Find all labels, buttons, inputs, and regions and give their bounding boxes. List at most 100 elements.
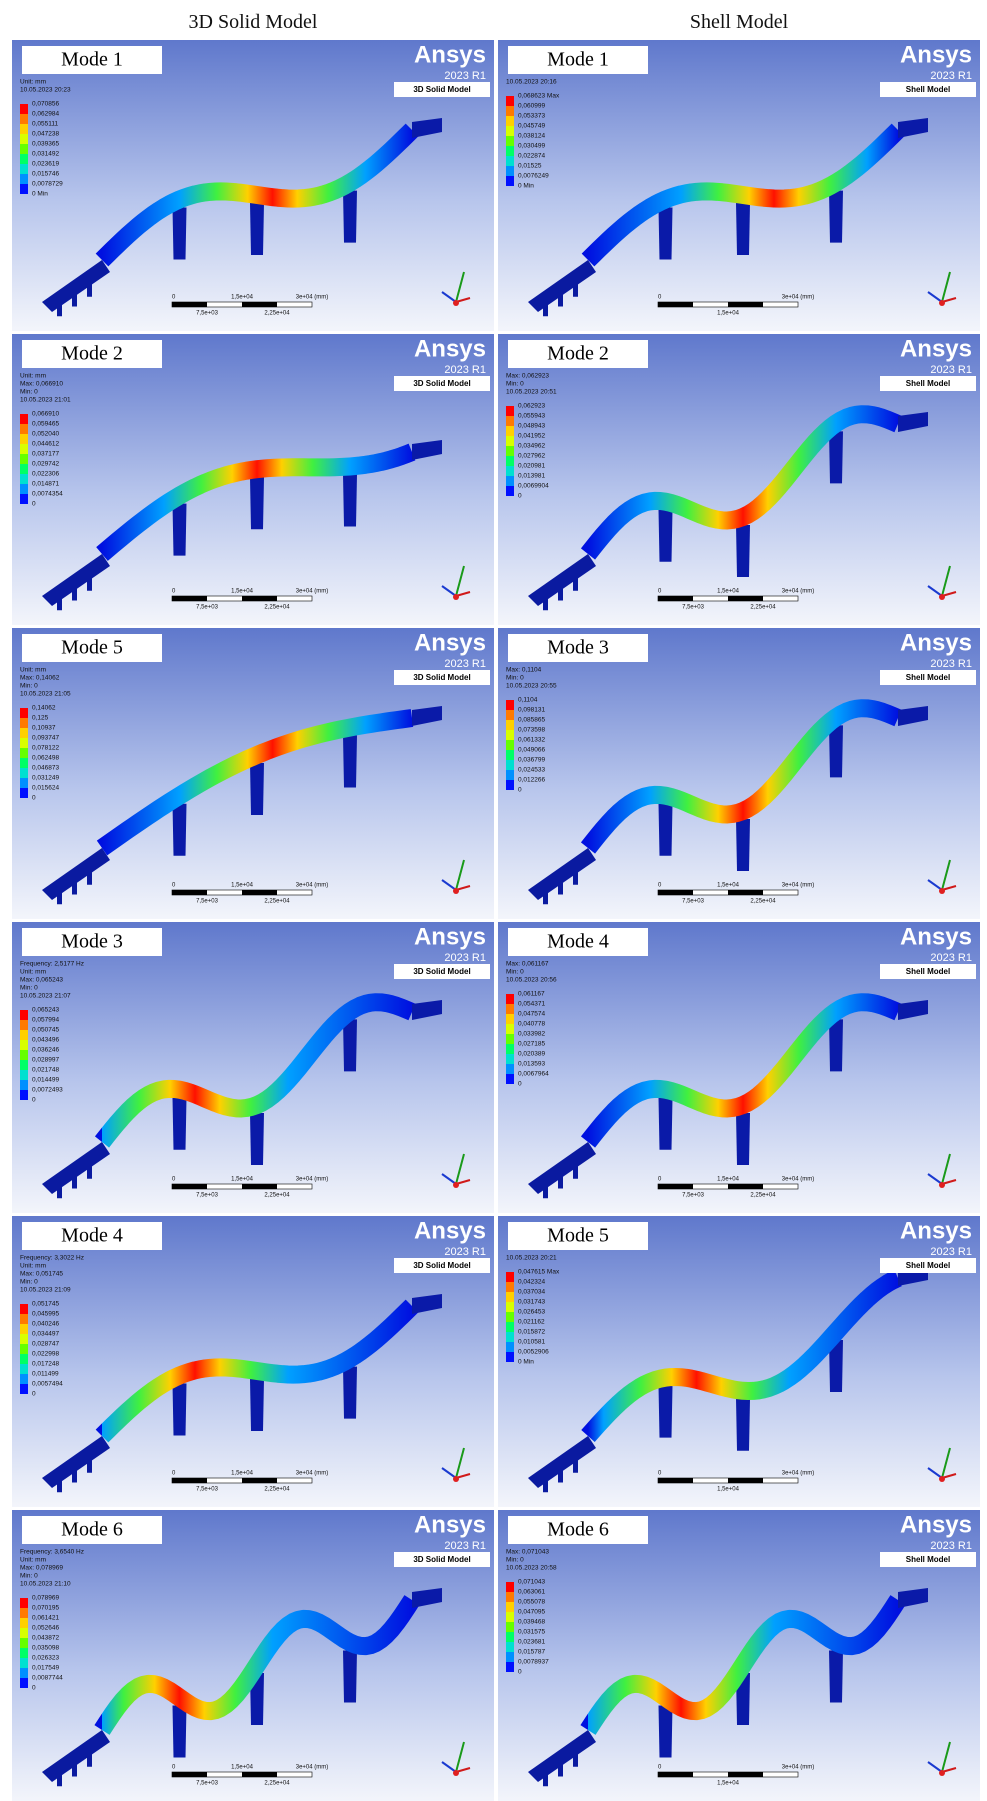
legend-label: 0,078969: [32, 1595, 59, 1602]
legend-label: 0,0076249: [518, 173, 549, 180]
legend-swatch: [506, 1312, 514, 1322]
info-line: Max: 0,051745: [20, 1271, 63, 1278]
scale-label: 7,5e+03: [196, 1487, 219, 1493]
info-line: 10.05.2023 21:07: [20, 993, 71, 1000]
brand: Ansys: [900, 1511, 972, 1538]
legend-label: 0,078122: [32, 745, 59, 752]
legend-label: 0,14062: [32, 705, 56, 712]
legend-swatch: [506, 1322, 514, 1332]
scale-label: 1,5e+04: [717, 311, 740, 317]
info-line: Min: 0: [20, 985, 38, 992]
brand: Ansys: [900, 41, 972, 68]
legend-swatch: [20, 778, 28, 788]
brand: Ansys: [414, 335, 486, 362]
info-line: Min: 0: [20, 1279, 38, 1286]
triad-origin: [453, 1182, 459, 1188]
scale-bar-fill: [172, 890, 207, 895]
scale-bar-fill: [658, 1184, 693, 1189]
legend-label: 0 Min: [32, 191, 48, 198]
legend-swatch: [20, 174, 28, 184]
model-tag: Shell Model: [906, 379, 950, 388]
approach-pier: [543, 1770, 548, 1786]
scale-bar-fill: [242, 1772, 277, 1777]
scale-label: 2,25e+04: [264, 1781, 290, 1787]
legend-swatch: [20, 144, 28, 154]
approach-pier: [57, 1476, 62, 1492]
legend-label: 0,070856: [32, 101, 59, 108]
legend-swatch: [506, 446, 514, 456]
approach-pier: [72, 1761, 77, 1777]
scale-label: 1,5e+04: [231, 1177, 254, 1183]
info-line: Max: 0,065243: [20, 977, 63, 984]
mode-label: Mode 5: [547, 1225, 609, 1247]
legend-swatch: [506, 760, 514, 770]
mode-label: Mode 4: [61, 1225, 123, 1247]
legend-label: 0,036799: [518, 757, 545, 764]
legend-label: 0,037034: [518, 1289, 545, 1296]
legend-swatch: [20, 484, 28, 494]
pier: [343, 191, 357, 243]
approach-pier: [558, 585, 563, 601]
mode-label: Mode 5: [61, 637, 123, 659]
scale-bar-fill: [728, 1772, 763, 1777]
legend-label: 0: [32, 795, 36, 802]
approach-pier: [57, 594, 62, 610]
legend-label: 0,041952: [518, 433, 545, 440]
legend-swatch: [20, 1060, 28, 1070]
triad-origin: [939, 594, 945, 600]
scale-label: 1,5e+04: [717, 1781, 740, 1787]
scale-bar-fill: [172, 302, 207, 307]
scale-label: 2,25e+04: [264, 899, 290, 905]
legend-swatch: [506, 1582, 514, 1592]
pier: [173, 804, 187, 856]
mode-label: Mode 2: [547, 343, 609, 365]
legend-label: 0,0078729: [32, 181, 63, 188]
scale-label: 2,25e+04: [750, 1193, 776, 1199]
legend-label: 0,125: [32, 715, 49, 722]
version: 2023 R1: [930, 70, 972, 82]
scale-bar-fill: [242, 1184, 277, 1189]
legend-label: 0,0057494: [32, 1381, 63, 1388]
legend-swatch: [506, 1662, 514, 1672]
legend-swatch: [506, 710, 514, 720]
scale-bar-fill: [242, 890, 277, 895]
legend-label: 0,051745: [32, 1301, 59, 1308]
info-line: Unit: mm: [20, 1557, 46, 1564]
legend-swatch: [20, 1658, 28, 1668]
legend-swatch: [506, 1064, 514, 1074]
pier: [250, 477, 264, 529]
legend-label: 0,10937: [32, 725, 56, 732]
legend-label: 0,047574: [518, 1011, 545, 1018]
legend-label: 0,026323: [32, 1655, 59, 1662]
legend-swatch: [20, 124, 28, 134]
legend-swatch: [20, 134, 28, 144]
scale-label: 3e+04 (mm): [296, 1177, 329, 1183]
scale-label: 2,25e+04: [264, 1487, 290, 1493]
legend-swatch: [20, 1374, 28, 1384]
legend-swatch: [20, 1334, 28, 1344]
model-tag: Shell Model: [906, 1261, 950, 1270]
legend-label: 0,098131: [518, 707, 545, 714]
mode-label: Mode 3: [547, 637, 609, 659]
legend-label: 0,038124: [518, 133, 545, 140]
legend-swatch: [20, 1030, 28, 1040]
legend-swatch: [20, 1020, 28, 1030]
legend-swatch: [20, 1364, 28, 1374]
scale-label: 2,25e+04: [264, 605, 290, 611]
pier: [659, 1098, 673, 1150]
legend-swatch: [506, 1272, 514, 1282]
model-tag: 3D Solid Model: [413, 967, 470, 976]
info-line: Max: 0,078969: [20, 1565, 63, 1572]
legend-swatch: [506, 1652, 514, 1662]
model-tag: 3D Solid Model: [413, 379, 470, 388]
legend-swatch: [506, 466, 514, 476]
approach-pier: [57, 888, 62, 904]
legend-label: 0,085865: [518, 717, 545, 724]
scale-label: 1,5e+04: [231, 1471, 254, 1477]
scale-bar-fill: [658, 596, 693, 601]
info-line: 10.05.2023 20:58: [506, 1565, 557, 1572]
legend-label: 0,017248: [32, 1361, 59, 1368]
scale-label: 1,5e+04: [231, 883, 254, 889]
version: 2023 R1: [930, 1246, 972, 1258]
legend-label: 0,063061: [518, 1589, 545, 1596]
